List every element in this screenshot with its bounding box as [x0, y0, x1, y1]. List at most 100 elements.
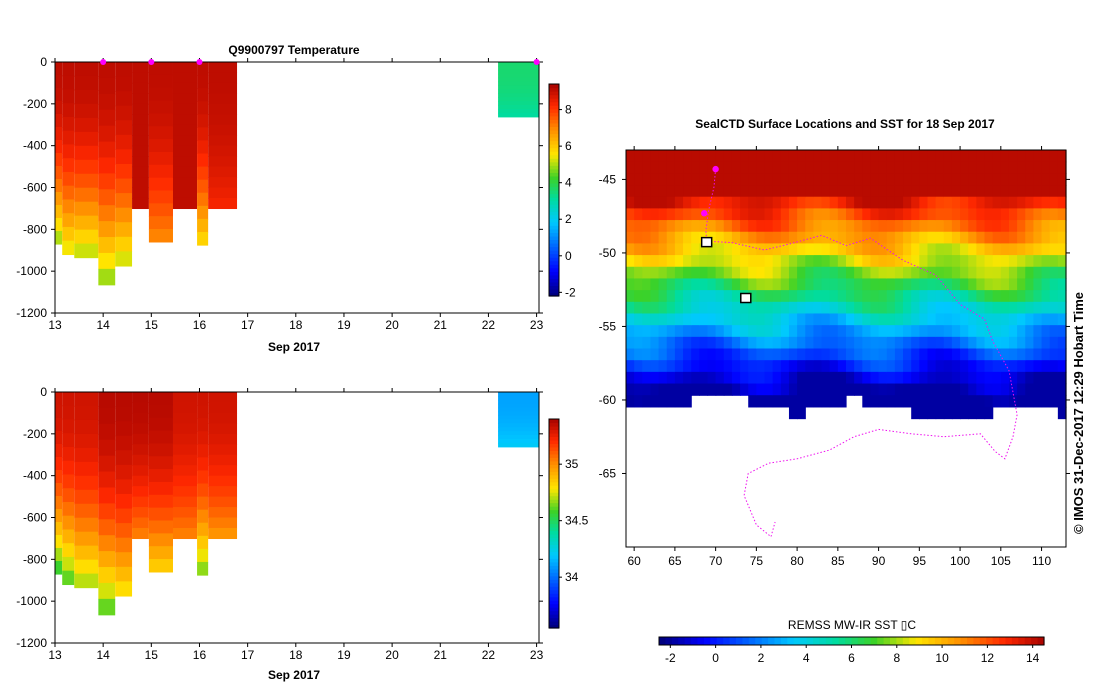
salinity-colorbar-gradient-step: [549, 436, 559, 441]
sst-cell: [919, 196, 929, 209]
sst-cell: [748, 173, 757, 186]
sst-cell: [854, 196, 863, 209]
salinity-profile-cell: [197, 405, 209, 419]
salinity-profile-cell: [148, 404, 173, 419]
sst-cell: [1017, 266, 1026, 280]
sst-cell: [699, 325, 709, 338]
sst-cell: [683, 173, 692, 186]
temperature-profile-cell: [208, 156, 238, 168]
temperature-profile: [74, 62, 99, 259]
sst-cell: [642, 278, 652, 291]
sst-cell: [960, 325, 969, 338]
salinity-colorbar-gradient-step: [549, 589, 559, 594]
sst-cell: [951, 173, 961, 186]
temperature-profile-cell: [55, 217, 63, 232]
salinity-colorbar-tick-label: 34: [565, 570, 579, 584]
sst-cell: [935, 255, 945, 268]
sst-cell: [984, 313, 994, 326]
sst-cell: [723, 266, 733, 280]
sst-cell: [674, 150, 684, 163]
temperature-colorbar-gradient-step: [549, 179, 559, 184]
sst-cell: [764, 371, 774, 385]
salinity-x-tick-label: 21: [434, 648, 448, 662]
sst-cell: [756, 325, 766, 338]
sst-cell: [911, 185, 920, 198]
sst-cell: [642, 383, 652, 396]
sst-cell: [691, 185, 700, 198]
sst-cell: [1049, 278, 1059, 291]
sst-cell: [813, 301, 823, 315]
sst-cell: [788, 313, 798, 326]
sst-cell: [878, 266, 888, 280]
sst-colorbar-gradient-step: [742, 637, 750, 645]
sst-cell: [1008, 208, 1018, 221]
temperature-profile-cell: [132, 135, 149, 147]
salinity-profile-cell: [172, 392, 198, 404]
sst-map-x-tick-label: 60: [627, 554, 641, 568]
sst-cell: [1057, 196, 1067, 209]
sst-cell: [674, 266, 684, 280]
sst-cell: [691, 290, 700, 303]
sst-cell: [674, 161, 684, 174]
sst-cell: [951, 290, 961, 303]
temperature-profile-cell: [55, 152, 63, 167]
sst-cell: [837, 185, 847, 198]
sst-colorbar-gradient-step: [819, 637, 827, 645]
sst-cell: [642, 336, 652, 350]
sst-cell: [878, 185, 888, 198]
sst-cell: [870, 360, 880, 373]
salinity-colorbar-gradient-step: [549, 474, 559, 479]
sst-cell: [992, 348, 1002, 361]
temperature-profile-cell: [132, 114, 149, 126]
sst-cell: [772, 360, 782, 373]
sst-cell: [886, 348, 896, 361]
sst-cell: [731, 255, 741, 268]
sst-cell: [1033, 173, 1043, 186]
sst-cell: [772, 278, 782, 291]
sst-colorbar-gradient-step: [793, 637, 801, 645]
sst-cell: [756, 395, 766, 408]
sst-cell: [788, 301, 798, 315]
sst-cell: [1025, 255, 1035, 268]
sst-cell: [903, 290, 912, 303]
sst-cell: [903, 313, 912, 326]
temperature-profile-cell: [55, 126, 63, 141]
salinity-profile-cell: [498, 407, 539, 413]
temperature-profile-cell: [115, 251, 133, 267]
temperature-profile-cell: [148, 164, 173, 179]
sst-cell: [764, 161, 774, 174]
sst-cell: [854, 243, 863, 256]
salinity-profile-cell: [132, 423, 149, 435]
sst-map-y-tick-label: -45: [599, 172, 617, 186]
sst-cell: [642, 150, 652, 163]
sst-cell: [903, 348, 912, 361]
sst-cell: [829, 313, 839, 326]
salinity-y-tick-label: -1000: [16, 594, 47, 608]
sst-cell: [1033, 290, 1043, 303]
temperature-profile-cell: [74, 62, 99, 77]
sst-cell: [740, 150, 749, 163]
sst-cell: [1025, 231, 1035, 245]
sst-cell: [748, 290, 757, 303]
temperature-profile-cell: [197, 88, 209, 102]
sst-cell: [911, 231, 920, 245]
sst-cell: [764, 185, 774, 198]
temperature-colorbar-gradient-step: [549, 119, 559, 124]
temperature-y-tick-label: -800: [23, 222, 47, 236]
salinity-profile-cell: [197, 496, 209, 511]
sst-cell: [919, 371, 929, 385]
temperature-profile-cell: [172, 187, 198, 199]
sst-cell: [1041, 173, 1051, 186]
sst-cell: [854, 255, 863, 268]
sst-cell: [1008, 278, 1018, 291]
sst-cell: [992, 371, 1002, 385]
sst-cell: [935, 383, 945, 396]
sst-cell: [976, 371, 986, 385]
salinity-x-tick-label: 17: [241, 648, 255, 662]
sst-cell: [935, 325, 945, 338]
salinity-profile-cell: [74, 419, 99, 435]
sst-cell: [829, 220, 839, 233]
temperature-colorbar-gradient-step: [549, 253, 559, 258]
sst-cell: [992, 255, 1002, 268]
sst-cell: [634, 173, 643, 186]
